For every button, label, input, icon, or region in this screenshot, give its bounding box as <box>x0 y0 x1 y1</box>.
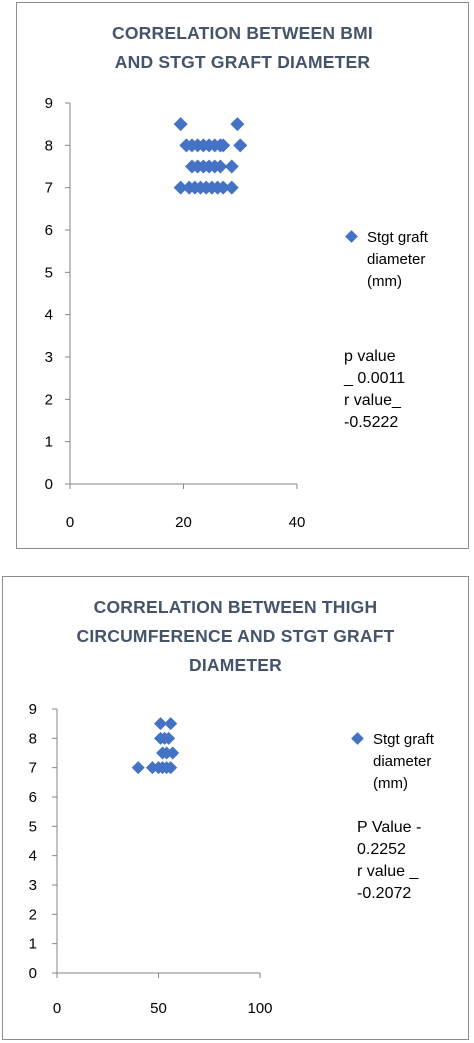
data-point <box>216 180 231 195</box>
chart-panel-thigh: CORRELATION BETWEEN THIGH CIRCUMFERENCE … <box>2 576 469 1040</box>
stats-line: -0.5222 <box>344 414 399 431</box>
scatter-plot-thigh: 0 1 2 3 4 5 6 7 8 9 0 50 100 <box>29 701 273 1017</box>
data-point <box>233 138 248 153</box>
data-point <box>164 761 178 775</box>
y-tick-label: 6 <box>29 789 37 806</box>
data-point <box>162 731 176 745</box>
chart-title: CORRELATION BETWEEN THIGH CIRCUMFERENCE … <box>76 597 395 675</box>
data-point <box>154 717 168 731</box>
stats-line: -0.2072 <box>357 885 412 902</box>
y-tick-label: 0 <box>45 476 53 493</box>
x-tick-label: 0 <box>66 514 74 531</box>
x-tick-label: 50 <box>150 1000 167 1017</box>
legend-label-line: (mm) <box>367 273 402 290</box>
data-point <box>131 761 145 775</box>
stats-annotation: p value _ 0.0011 r value_ -0.5222 <box>344 346 454 434</box>
chart-title: CORRELATION BETWEEN BMI AND STGT GRAFT D… <box>112 23 373 72</box>
legend-label-line: diameter <box>373 753 432 770</box>
y-tick-label: 2 <box>29 906 37 923</box>
chart-panel-bmi: CORRELATION BETWEEN BMI AND STGT GRAFT D… <box>16 2 469 549</box>
y-tick-label: 3 <box>45 349 53 366</box>
data-point <box>173 180 188 195</box>
y-tick-label: 9 <box>29 701 37 718</box>
data-point <box>216 138 231 153</box>
data-point <box>224 159 239 174</box>
y-tick-label: 7 <box>45 180 53 197</box>
scatter-plot-bmi: 0 1 2 3 4 5 6 7 8 9 0 20 40 <box>45 95 306 531</box>
legend-label-line: Stgt graft <box>367 229 428 246</box>
stats-annotation: P Value - 0.2252 r value _ -0.2072 <box>357 817 467 905</box>
y-tick-label: 6 <box>45 222 53 239</box>
stats-line: r value _ <box>357 863 419 880</box>
y-tick-label: 1 <box>45 434 53 451</box>
stats-line: p value <box>344 348 396 365</box>
stats-line: _ 0.0011 <box>344 370 406 387</box>
data-point <box>230 117 245 132</box>
data-point <box>164 717 178 731</box>
y-tick-label: 4 <box>45 307 53 324</box>
y-tick-label: 5 <box>29 818 37 835</box>
stats-line: 0.2252 <box>357 841 406 858</box>
y-tick-label: 7 <box>29 760 37 777</box>
y-tick-label: 3 <box>29 877 37 894</box>
legend-label-line: Stgt graft <box>373 731 434 748</box>
data-point <box>213 159 228 174</box>
stats-line: r value_ <box>344 392 401 409</box>
y-tick-label: 0 <box>29 965 37 982</box>
data-point <box>166 746 180 760</box>
legend-label-line: diameter <box>367 251 426 268</box>
y-tick-label: 4 <box>29 848 37 865</box>
y-tick-label: 5 <box>45 264 53 281</box>
y-tick-label: 9 <box>45 95 53 112</box>
x-tick-label: 20 <box>175 514 192 531</box>
x-tick-label: 100 <box>247 1000 272 1017</box>
legend-label-line: (mm) <box>373 775 408 792</box>
y-tick-label: 8 <box>45 137 53 154</box>
y-tick-label: 8 <box>29 730 37 747</box>
y-tick-label: 2 <box>45 391 53 408</box>
stats-line: P Value - <box>357 819 422 836</box>
data-point <box>173 117 188 132</box>
y-tick-label: 1 <box>29 936 37 953</box>
data-point <box>224 180 239 195</box>
x-tick-label: 40 <box>289 514 306 531</box>
x-tick-label: 0 <box>53 1000 61 1017</box>
